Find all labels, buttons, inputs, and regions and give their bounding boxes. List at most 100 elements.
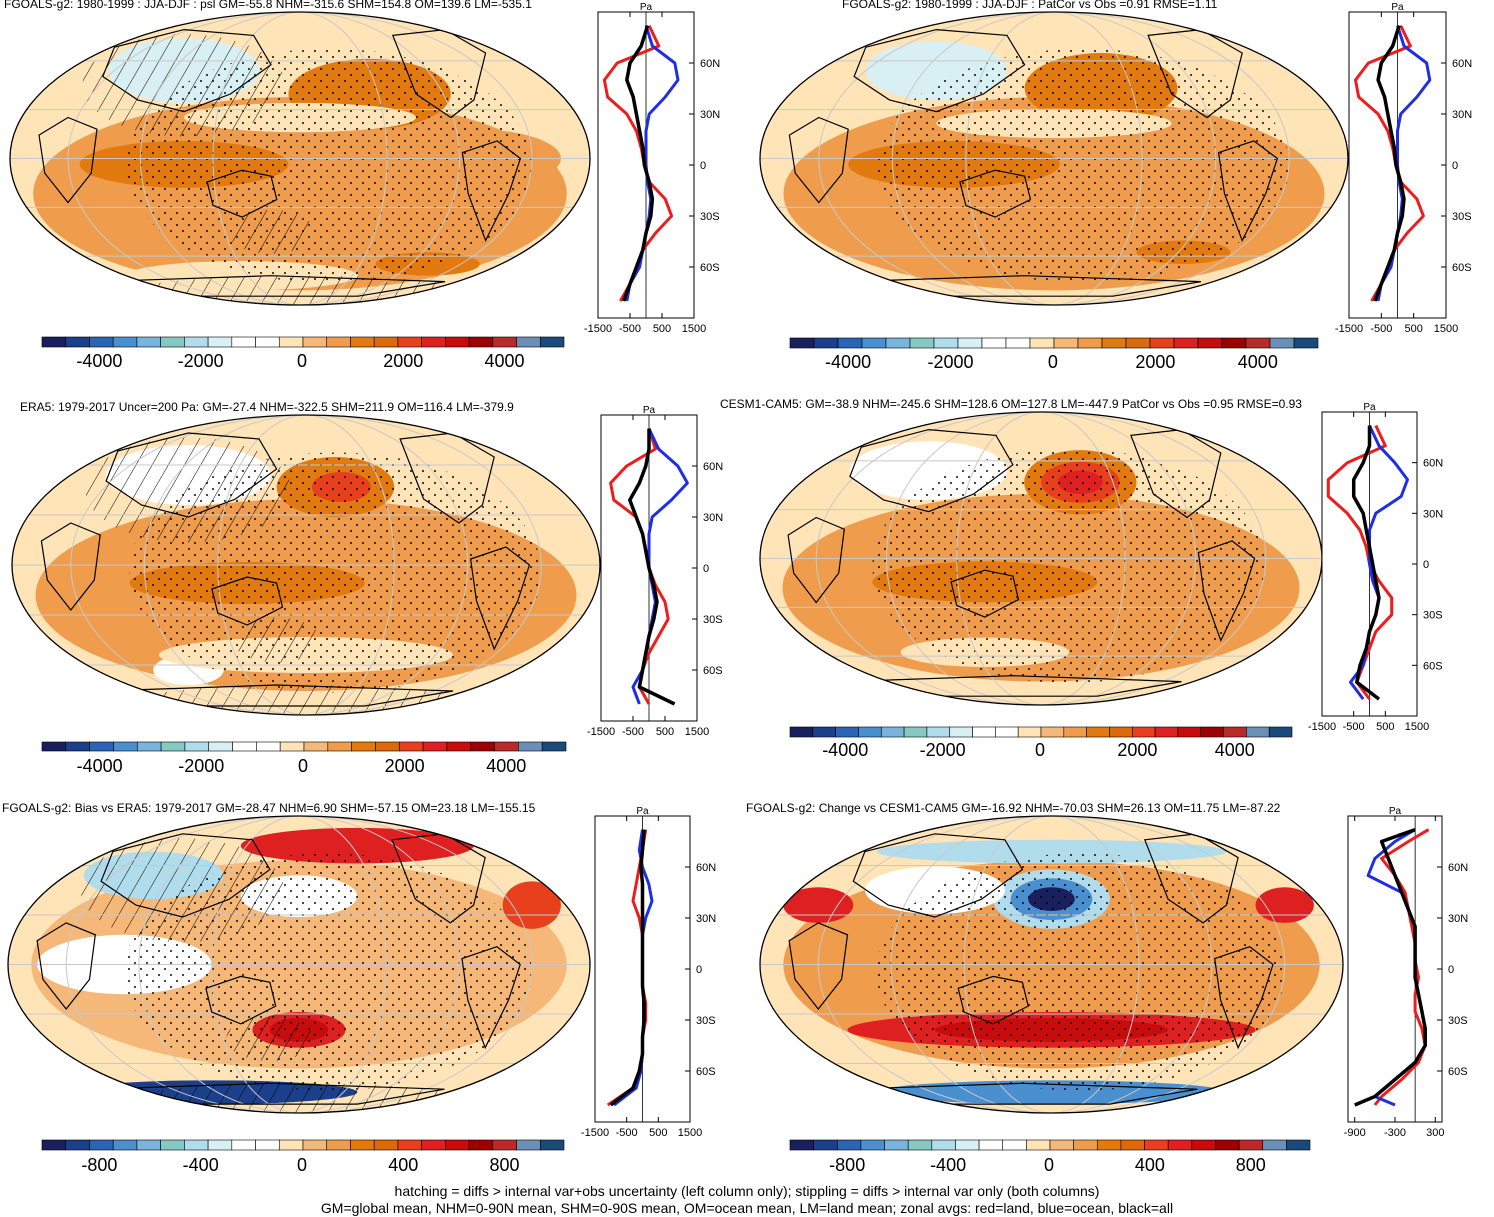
colorbar-swatch	[858, 726, 882, 738]
continent-outline-1	[100, 833, 271, 918]
caption-line-2: GM=global mean, NHM=0-90N mean, SHM=0-90…	[320, 1200, 1174, 1216]
map-border	[759, 815, 1344, 1114]
graticule	[760, 12, 1348, 305]
coastlines	[40, 432, 531, 707]
colorbar-swatch	[184, 1139, 209, 1151]
lat-tick-label: 30N	[1448, 913, 1468, 925]
colorbar-tick-label: 4000	[484, 351, 524, 371]
panel-3: ERA5: 1979-2017 Uncer=200 Pa: GM=-27.4 N…	[11, 400, 723, 776]
hatching-region-north	[82, 33, 286, 137]
continent-outline-2	[36, 922, 96, 1010]
colorbar-swatch	[350, 336, 375, 348]
meridian-line	[891, 12, 1217, 305]
field-blob-5	[876, 839, 1227, 864]
colorbar-swatch	[184, 336, 209, 348]
continent-outline-5	[461, 946, 521, 1050]
colorbar-tick-label: 0	[1048, 352, 1058, 372]
colorbar-swatch	[1262, 1139, 1287, 1151]
field-blob-10	[1255, 887, 1314, 923]
colorbar-tick-label: 4000	[1215, 740, 1255, 760]
continent-outline-3	[950, 569, 1020, 618]
colorbar-swatch	[861, 337, 887, 349]
colorbar-swatch	[885, 337, 911, 349]
lat-tick-label: 60N	[696, 862, 716, 874]
panel-title: CESM1-CAM5: GM=-38.9 NHM=-245.6 SHM=128.…	[720, 397, 1302, 411]
continent-outline-5	[1217, 140, 1279, 242]
lat-tick-label: 60N	[1448, 862, 1468, 874]
map-border	[7, 815, 591, 1114]
colorbar-swatch	[208, 741, 233, 752]
lat-tick-label: 0	[696, 964, 702, 976]
colorbar-swatch	[1049, 1139, 1074, 1151]
zonal-mean-plot: Pa 60N 30N 0 30S 60S -1500 -500 500 1500	[1308, 402, 1443, 733]
colorbar-swatch	[1073, 1139, 1098, 1151]
colorbar-swatch	[1221, 337, 1247, 349]
colorbar-swatch	[1268, 726, 1293, 738]
colorbar-swatch	[492, 1139, 517, 1151]
lat-tick-label: 60S	[703, 665, 723, 677]
colorbar-swatch	[1077, 337, 1103, 349]
colorbar-swatch	[1002, 1139, 1027, 1151]
lat-tick-label: 60N	[700, 58, 720, 70]
lat-tick-label: 60S	[1448, 1066, 1468, 1078]
continent-outline-2	[40, 522, 101, 611]
colorbar-swatch	[835, 726, 859, 738]
x-tick-label: 1500	[685, 726, 709, 738]
colorbar-swatch	[1144, 1139, 1169, 1151]
colorbar-tick-label: 2000	[385, 756, 425, 776]
colorbar-swatch	[518, 741, 543, 752]
hatching-region-north	[80, 838, 285, 943]
map-field	[8, 816, 590, 1113]
zonal-mean-plot: Pa 60N 30N 0 30S 60S -900 -300 300	[1344, 806, 1469, 1139]
lat-tick-label: 0	[1423, 559, 1429, 571]
colorbar-swatch	[373, 1139, 399, 1151]
lat-tick-label: 0	[1448, 964, 1454, 976]
colorbar-swatch	[926, 726, 951, 738]
zonal-unit-label: Pa	[1391, 2, 1404, 13]
lat-tick-label: 30S	[1423, 610, 1443, 622]
colorbar-swatch	[89, 336, 114, 348]
colorbar-swatch	[279, 741, 305, 752]
colorbar-swatch	[112, 336, 138, 348]
continent-outline-2	[38, 116, 98, 204]
graticule	[10, 12, 590, 305]
colorbar-swatch	[981, 337, 1007, 349]
colorbar-swatch	[1109, 726, 1133, 738]
hatching-region-south	[232, 617, 321, 663]
map-border	[11, 414, 601, 716]
colorbar-swatch	[160, 336, 185, 348]
colorbar-swatch	[397, 1139, 422, 1151]
zonal-line-all	[1354, 827, 1427, 1107]
colorbar-swatch	[421, 1139, 446, 1151]
colorbar-swatch	[160, 1139, 185, 1151]
x-tick-label: 500	[653, 323, 671, 335]
colorbar-swatch	[933, 337, 959, 349]
colorbar: -800 -400 0 400 800	[41, 1139, 565, 1175]
colorbar-swatch	[789, 726, 814, 738]
colorbar-swatch	[302, 336, 328, 348]
zonal-mean-plot: Pa 60N 30N 0 30S 60S -1500 -500 500 1500	[581, 806, 716, 1139]
colorbar-swatch	[326, 336, 351, 348]
field-blob-3	[502, 881, 561, 929]
colorbar-tick-label: -2000	[178, 756, 224, 776]
colorbar-swatch	[160, 741, 186, 752]
colorbar-swatch	[539, 1139, 565, 1151]
colorbar-swatch	[65, 1139, 90, 1151]
colorbar-swatch	[468, 336, 494, 348]
continent-outline-1	[852, 833, 1024, 918]
colorbar-swatch	[907, 1139, 933, 1151]
colorbar-swatch	[880, 726, 905, 738]
colorbar-swatch	[89, 1139, 114, 1151]
zonal-unit-label: Pa	[636, 806, 649, 817]
x-tick-label: -1500	[1308, 721, 1336, 733]
colorbar-swatch	[136, 1139, 161, 1151]
meridian-line	[212, 12, 388, 305]
colorbar-swatch	[112, 1139, 138, 1151]
colorbar-swatch	[373, 336, 399, 348]
map-field	[760, 12, 1348, 305]
colorbar-tick-label: 0	[297, 1155, 307, 1175]
colorbar-tick-label: -4000	[822, 740, 868, 760]
colorbar-swatch	[1269, 337, 1295, 349]
meridian-line	[138, 816, 460, 1113]
